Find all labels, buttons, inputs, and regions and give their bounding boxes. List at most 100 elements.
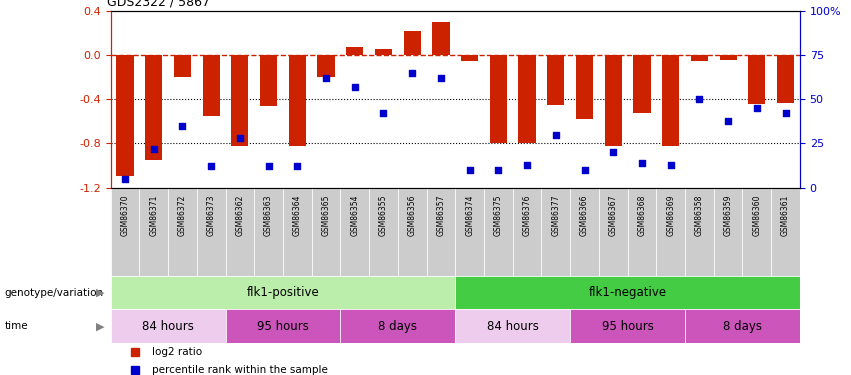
Point [779,111,792,117]
Text: ▶: ▶ [96,321,105,331]
Text: ▶: ▶ [96,288,105,297]
Text: GSM86368: GSM86368 [637,195,647,236]
Text: GSM86361: GSM86361 [781,195,790,236]
Text: flk1-positive: flk1-positive [247,286,319,299]
Text: GSM86362: GSM86362 [236,195,244,236]
Bar [174,56,191,77]
Point [175,123,189,129]
Point [377,111,391,117]
Bar [317,56,334,77]
Bar [197,188,226,276]
Point [607,149,620,155]
Bar [541,188,570,276]
Bar [117,56,134,177]
Text: GSM86370: GSM86370 [121,195,129,236]
Bar [777,56,794,103]
Point [405,70,419,76]
Bar [461,56,478,61]
Bar [627,188,656,276]
Text: GSM86355: GSM86355 [379,195,388,236]
Point [319,75,333,81]
Text: GSM86359: GSM86359 [723,195,733,236]
Bar [254,188,283,276]
Point [290,164,304,170]
Text: GSM86371: GSM86371 [149,195,158,236]
Bar [111,276,455,309]
Bar [455,276,800,309]
Bar [748,56,765,104]
Text: GSM86360: GSM86360 [752,195,762,236]
Bar [340,309,455,343]
Text: GSM86373: GSM86373 [207,195,215,236]
Bar [455,309,570,343]
Bar [455,188,484,276]
Bar [311,188,340,276]
Point [492,167,505,173]
Bar [742,188,771,276]
Point [520,162,534,168]
Text: 95 hours: 95 hours [257,320,309,333]
Bar [656,188,685,276]
Text: flk1-negative: flk1-negative [589,286,666,299]
Bar [226,309,340,343]
Text: GSM86364: GSM86364 [293,195,302,236]
Bar [484,188,512,276]
Bar [111,188,140,276]
Bar [397,188,426,276]
Text: 84 hours: 84 hours [142,320,194,333]
Bar [599,188,627,276]
Point [262,164,276,170]
Point [722,117,735,123]
Text: GSM86372: GSM86372 [178,195,187,236]
Point [549,132,563,138]
Text: log2 ratio: log2 ratio [152,347,203,357]
Text: GSM86358: GSM86358 [695,195,704,236]
Bar [288,56,306,146]
Bar [140,188,168,276]
Text: GSM86367: GSM86367 [608,195,618,236]
Point [348,84,362,90]
Bar [369,188,397,276]
Point [635,160,648,166]
Point [578,167,591,173]
Bar [432,22,449,56]
Bar [633,56,650,112]
Bar [340,188,369,276]
Text: GSM86375: GSM86375 [494,195,503,236]
Point [434,75,448,81]
Text: time: time [4,321,28,331]
Bar [518,56,536,144]
Bar [570,188,599,276]
Text: 8 days: 8 days [379,320,417,333]
Bar [771,188,800,276]
Bar [719,56,737,60]
Text: GSM86366: GSM86366 [580,195,589,236]
Text: GDS2322 / 5867: GDS2322 / 5867 [107,0,210,9]
Point [750,105,763,111]
Point [204,164,218,170]
Bar [168,188,197,276]
Bar [231,56,248,146]
Bar [547,56,564,105]
Bar [203,56,220,116]
Text: GSM86357: GSM86357 [437,195,445,236]
Point [693,96,706,102]
Bar [145,56,163,160]
Bar [346,46,363,56]
Bar [283,188,311,276]
Point [664,162,677,168]
Text: GSM86354: GSM86354 [351,195,359,236]
Bar [374,49,392,55]
Text: GSM86376: GSM86376 [523,195,532,236]
Text: GSM86369: GSM86369 [666,195,675,236]
Text: genotype/variation: genotype/variation [4,288,103,297]
Text: GSM86365: GSM86365 [322,195,330,236]
Point [118,176,132,182]
Bar [685,309,800,343]
Bar [490,56,507,144]
Bar [570,309,685,343]
Bar [714,188,742,276]
Bar [426,188,455,276]
Text: 8 days: 8 days [723,320,762,333]
Bar [662,56,679,146]
